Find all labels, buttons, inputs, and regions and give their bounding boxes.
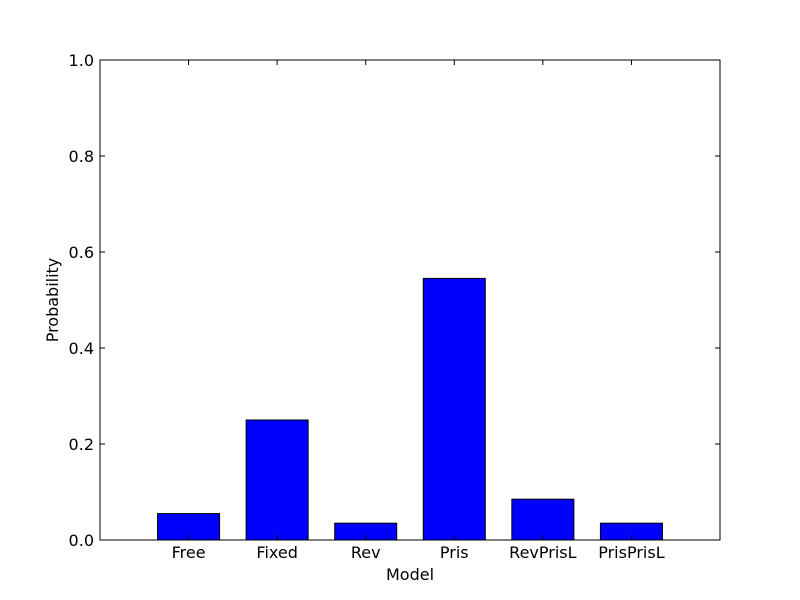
x-tick-labels: Free Fixed Rev Pris RevPrisL PrisPrisL bbox=[172, 543, 665, 562]
y-tick-label: 0.2 bbox=[69, 435, 94, 454]
y-tick-label: 1.0 bbox=[69, 51, 94, 70]
x-tick-label: RevPrisL bbox=[509, 543, 576, 562]
x-axis-label: Model bbox=[386, 565, 434, 584]
y-tick-label: 0.6 bbox=[69, 243, 94, 262]
y-tick-labels: 0.0 0.2 0.4 0.6 0.8 1.0 bbox=[69, 51, 94, 550]
y-tick-label: 0.4 bbox=[69, 339, 94, 358]
y-tick-label: 0.0 bbox=[69, 531, 94, 550]
x-tick-label: PrisPrisL bbox=[598, 543, 664, 562]
x-tick-label: Pris bbox=[440, 543, 469, 562]
plot-frame bbox=[99, 59, 721, 541]
x-tick-label: Free bbox=[172, 543, 206, 562]
y-tick-label: 0.8 bbox=[69, 147, 94, 166]
bar-group bbox=[157, 277, 663, 541]
y-axis-label: Probability bbox=[43, 258, 62, 343]
x-tick-label: Fixed bbox=[256, 543, 297, 562]
bar-fixed bbox=[245, 419, 309, 541]
bar-revprisl bbox=[511, 498, 575, 541]
x-tick-label: Rev bbox=[351, 543, 381, 562]
bar-pris bbox=[422, 277, 486, 541]
